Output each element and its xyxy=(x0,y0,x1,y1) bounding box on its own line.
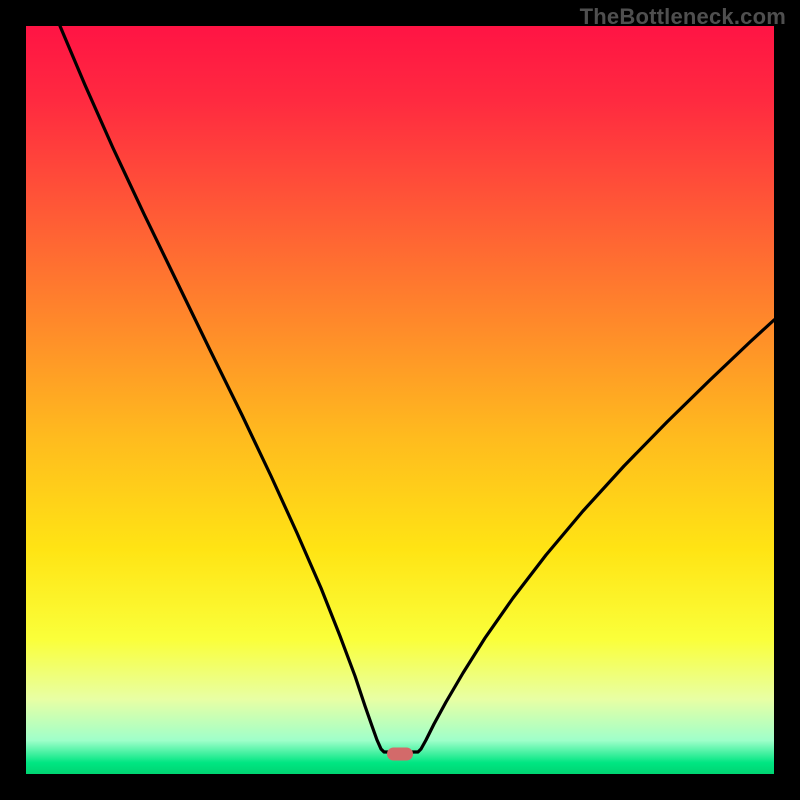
optimum-marker xyxy=(387,748,413,761)
chart-svg xyxy=(0,0,800,800)
chart-container: TheBottleneck.com xyxy=(0,0,800,800)
gradient-plot-area xyxy=(26,26,774,774)
watermark-text: TheBottleneck.com xyxy=(580,4,786,30)
